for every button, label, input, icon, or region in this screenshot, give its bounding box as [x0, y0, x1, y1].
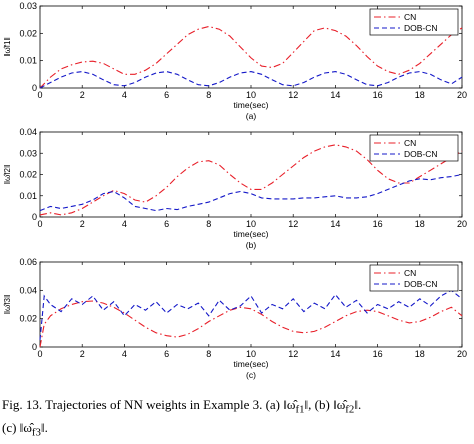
chart-panel-1: 0 2 4 6 8 10 12 14 16 18 20 0 0.01 0.02 0.03 time(sec)(… — [3, 1, 467, 121]
y-tick-label: 0.02 — [19, 28, 37, 38]
x-tick-label: 2 — [80, 219, 85, 229]
x-tick-label: 16 — [373, 219, 383, 229]
x-tick-label: 14 — [330, 219, 340, 229]
x-tick-label: 0 — [37, 349, 42, 359]
x-tick-label: 14 — [330, 349, 340, 359]
series-line-dob-cn — [39, 71, 463, 89]
y-axis-label: ‖ω̂f1‖ — [3, 37, 12, 57]
caption-line-1: Fig. 13. Trajectories of NN weights in E… — [2, 396, 472, 419]
y-axis-label: ‖ω̂f2‖ — [3, 165, 12, 185]
x-axis-label: time(sec) — [234, 359, 269, 369]
x-tick-label: 6 — [164, 349, 169, 359]
x-tick-label: 10 — [246, 349, 256, 359]
y-tick-label: 0 — [32, 83, 37, 93]
y-tick-label: 0.06 — [19, 257, 37, 267]
panel-label: (c) — [246, 370, 256, 380]
y-tick-label: 0.04 — [19, 127, 37, 137]
x-tick-label: 6 — [164, 219, 169, 229]
x-tick-label: 6 — [164, 90, 169, 100]
figure-caption: Fig. 13. Trajectories of NN weights in E… — [2, 396, 472, 441]
caption-sub-c: f3 — [31, 426, 41, 439]
x-tick-label: 14 — [330, 90, 340, 100]
x-tick-label: 18 — [415, 90, 425, 100]
caption-text-c: ‖. — [354, 397, 362, 412]
y-tick-label: 0.04 — [19, 285, 37, 295]
caption-text-e: ‖. — [40, 419, 48, 435]
legend-label-dob-cn: DOB-CN — [404, 279, 438, 289]
x-tick-label: 12 — [288, 90, 298, 100]
x-tick-label: 0 — [37, 90, 42, 100]
legend-label-cn: CN — [404, 268, 416, 278]
series-line-dob-cn — [39, 173, 463, 212]
y-tick-label: 0 — [32, 342, 37, 352]
legend-box — [369, 134, 459, 162]
x-tick-label: 18 — [415, 219, 425, 229]
series-line-dob-cn — [39, 289, 463, 340]
x-tick-label: 8 — [206, 349, 211, 359]
x-tick-label: 4 — [122, 349, 127, 359]
x-axis-label: time(sec) — [234, 100, 269, 110]
x-tick-label: 4 — [122, 219, 127, 229]
caption-text-b: ‖, (b) ‖ω̂ — [304, 397, 346, 412]
y-tick-label: 0.01 — [19, 191, 37, 201]
series-line-cn — [39, 300, 463, 348]
x-tick-label: 20 — [457, 349, 467, 359]
x-tick-label: 8 — [206, 219, 211, 229]
x-axis-label: time(sec) — [234, 229, 269, 239]
y-tick-label: 0 — [32, 212, 37, 222]
x-tick-label: 2 — [80, 349, 85, 359]
caption-text-d: (c) ‖ω̂ — [2, 419, 32, 435]
figure: 0 2 4 6 8 10 12 14 16 18 2000.010.020.03time(sec)(… — [3, 1, 467, 380]
legend-label-cn: CN — [404, 12, 416, 22]
x-tick-label: 12 — [288, 349, 298, 359]
y-tick-label: 0.02 — [19, 170, 37, 180]
x-tick-label: 20 — [457, 90, 467, 100]
chart-panel-2: 0 2 4 6 8 10 12 14 16 18 20 0 0.01 0.02 0.03 0.04 time(s… — [3, 127, 467, 250]
x-tick-label: 0 — [37, 219, 42, 229]
panel-label: (b) — [246, 240, 257, 250]
legend-box — [369, 264, 459, 292]
x-tick-label: 18 — [415, 349, 425, 359]
y-tick-label: 0.01 — [19, 56, 37, 66]
chart-panel-3: 0 2 4 6 8 10 12 14 16 18 20 0 0.02 0.04 0.06 time(sec)(… — [3, 257, 467, 380]
series-line-cn — [39, 25, 463, 89]
panel-label: (a) — [246, 111, 257, 121]
x-tick-label: 10 — [246, 219, 256, 229]
y-axis-label: ‖ω̂f3‖ — [3, 295, 12, 315]
legend-box — [369, 8, 459, 36]
caption-line-2: (c) ‖ω̂f3‖. — [2, 419, 472, 442]
x-tick-label: 4 — [122, 90, 127, 100]
x-tick-label: 16 — [373, 90, 383, 100]
caption-text-a: Fig. 13. Trajectories of NN weights in E… — [2, 397, 296, 412]
x-tick-label: 10 — [246, 90, 256, 100]
x-tick-label: 2 — [80, 90, 85, 100]
legend-label-dob-cn: DOB-CN — [404, 23, 438, 33]
x-tick-label: 8 — [206, 90, 211, 100]
caption-sub-a: f1 — [295, 403, 305, 416]
y-tick-label: 0.03 — [19, 1, 37, 11]
legend-label-cn: CN — [404, 138, 416, 148]
y-tick-label: 0.03 — [19, 148, 37, 158]
x-tick-label: 20 — [457, 219, 467, 229]
x-tick-label: 16 — [373, 349, 383, 359]
legend-label-dob-cn: DOB-CN — [404, 149, 438, 159]
y-tick-label: 0.02 — [19, 314, 37, 324]
caption-sub-b: f2 — [345, 403, 355, 416]
x-tick-label: 12 — [288, 219, 298, 229]
